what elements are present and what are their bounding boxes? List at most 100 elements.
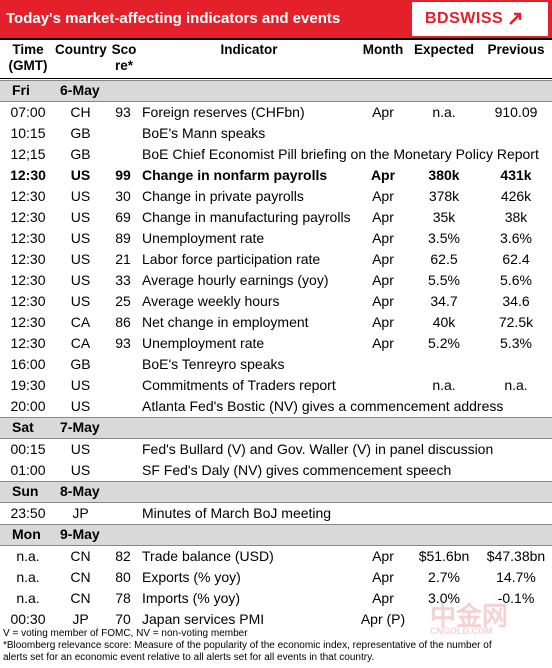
- cell: 12:30: [10, 188, 46, 204]
- cell: Unemployment rate: [142, 335, 265, 351]
- cell: 910.09: [494, 104, 538, 120]
- cell: Fed's Bullard (V) and Gov. Waller (V) in…: [142, 441, 494, 457]
- cell: 34.6: [502, 293, 530, 309]
- cell: Imports (% yoy): [142, 590, 241, 606]
- cell: US: [70, 272, 91, 288]
- column-header: Country: [55, 42, 107, 57]
- cell: 62.4: [502, 251, 530, 267]
- cell: Apr: [372, 293, 394, 309]
- day-row: [0, 80, 552, 102]
- cell: $51.6bn: [418, 548, 470, 564]
- day-name: Sat: [12, 419, 34, 435]
- cell: n.a.: [432, 104, 456, 120]
- cell: 30: [115, 188, 131, 204]
- cell: Apr: [372, 251, 394, 267]
- footnote: *Bloomberg relevance score: Measure of t…: [3, 640, 492, 651]
- cell: JP: [72, 505, 89, 521]
- watermark: 中金网: [430, 601, 509, 631]
- cell: 378k: [428, 188, 460, 204]
- cell: Apr: [372, 188, 394, 204]
- cell: 3.6%: [500, 230, 532, 246]
- cell: 00:30: [10, 611, 46, 627]
- cell: 431k: [500, 167, 532, 183]
- cell: 12:30: [10, 167, 46, 183]
- cell: Apr: [372, 569, 394, 585]
- cell: Foreign reserves (CHFbn): [142, 104, 305, 120]
- cell: 34.7: [430, 293, 458, 309]
- column-header: Month: [362, 42, 404, 57]
- cell: Apr: [372, 230, 394, 246]
- column-header: Sco: [111, 42, 137, 57]
- cell: CA: [70, 335, 91, 351]
- cell: 12:30: [10, 251, 46, 267]
- cell: Apr: [372, 209, 394, 225]
- cell: CH: [70, 104, 91, 120]
- cell: $47.38bn: [486, 548, 546, 564]
- day-row: [0, 417, 552, 439]
- cell: 5.2%: [428, 335, 460, 351]
- cell: 5.3%: [500, 335, 532, 351]
- column-header: Previous: [487, 42, 545, 57]
- cell: 38k: [504, 209, 528, 225]
- cell: 23:50: [10, 505, 46, 521]
- cell: 16:00: [10, 356, 46, 372]
- cell: 426k: [500, 188, 532, 204]
- cell: 3.5%: [428, 230, 460, 246]
- cell: BoE's Mann speaks: [142, 125, 266, 141]
- footnote: alerts set for an economic event relativ…: [3, 652, 375, 663]
- day-row: [0, 524, 552, 546]
- cell: US: [70, 209, 91, 225]
- cell: 07:00: [10, 104, 46, 120]
- cell: Net change in employment: [142, 314, 309, 330]
- cell: n.a.: [16, 548, 40, 564]
- cell: 20:00: [10, 398, 46, 414]
- cell: US: [70, 293, 91, 309]
- day-date: 7-May: [60, 419, 100, 435]
- cell: Change in private payrolls: [142, 188, 304, 204]
- cell: Apr: [370, 167, 396, 183]
- cell: 12:30: [10, 314, 46, 330]
- logo-box: [412, 2, 548, 36]
- cell: Average hourly earnings (yoy): [142, 272, 329, 288]
- cell: -0.1%: [497, 590, 535, 606]
- cell: Japan services PMI: [142, 611, 265, 627]
- column-header: Expected: [413, 42, 475, 57]
- cell: CN: [70, 590, 91, 606]
- cell: Apr: [372, 104, 394, 120]
- cell: 12;15: [10, 146, 46, 162]
- cell: 33: [115, 272, 131, 288]
- cell: 12:30: [10, 209, 46, 225]
- cell: 01:00: [10, 462, 46, 478]
- watermark: CNGOLD.COM: [430, 626, 493, 636]
- cell: 00:15: [10, 441, 46, 457]
- cell: Trade balance (USD): [142, 548, 274, 564]
- day-name: Mon: [12, 526, 41, 542]
- cell: Exports (% yoy): [142, 569, 241, 585]
- cell: Commitments of Traders report: [142, 377, 336, 393]
- cell: 72.5k: [498, 314, 534, 330]
- cell: Change in manufacturing payrolls: [142, 209, 351, 225]
- rule: [0, 78, 552, 79]
- cell: US: [70, 462, 91, 478]
- logo: BDSWISS: [425, 10, 504, 27]
- cell: 25: [115, 293, 131, 309]
- cell: US: [70, 377, 91, 393]
- day-date: 8-May: [60, 483, 100, 499]
- day-row: [0, 481, 552, 503]
- cell: 12:30: [10, 230, 46, 246]
- cell: 80: [115, 569, 131, 585]
- cell: Labor force participation rate: [142, 251, 321, 267]
- logo-arrow: [509, 12, 522, 25]
- cell: JP: [72, 611, 89, 627]
- cell: GB: [70, 146, 91, 162]
- cell: 69: [115, 209, 131, 225]
- cell: 12:30: [10, 293, 46, 309]
- cell: 62.5: [430, 251, 458, 267]
- column-header: (GMT): [8, 58, 48, 73]
- cell: BoE's Tenreyro speaks: [142, 356, 285, 372]
- day-date: 6-May: [60, 82, 100, 98]
- cell: 82: [115, 548, 131, 564]
- cell: 89: [115, 230, 131, 246]
- cell: n.a.: [504, 377, 528, 393]
